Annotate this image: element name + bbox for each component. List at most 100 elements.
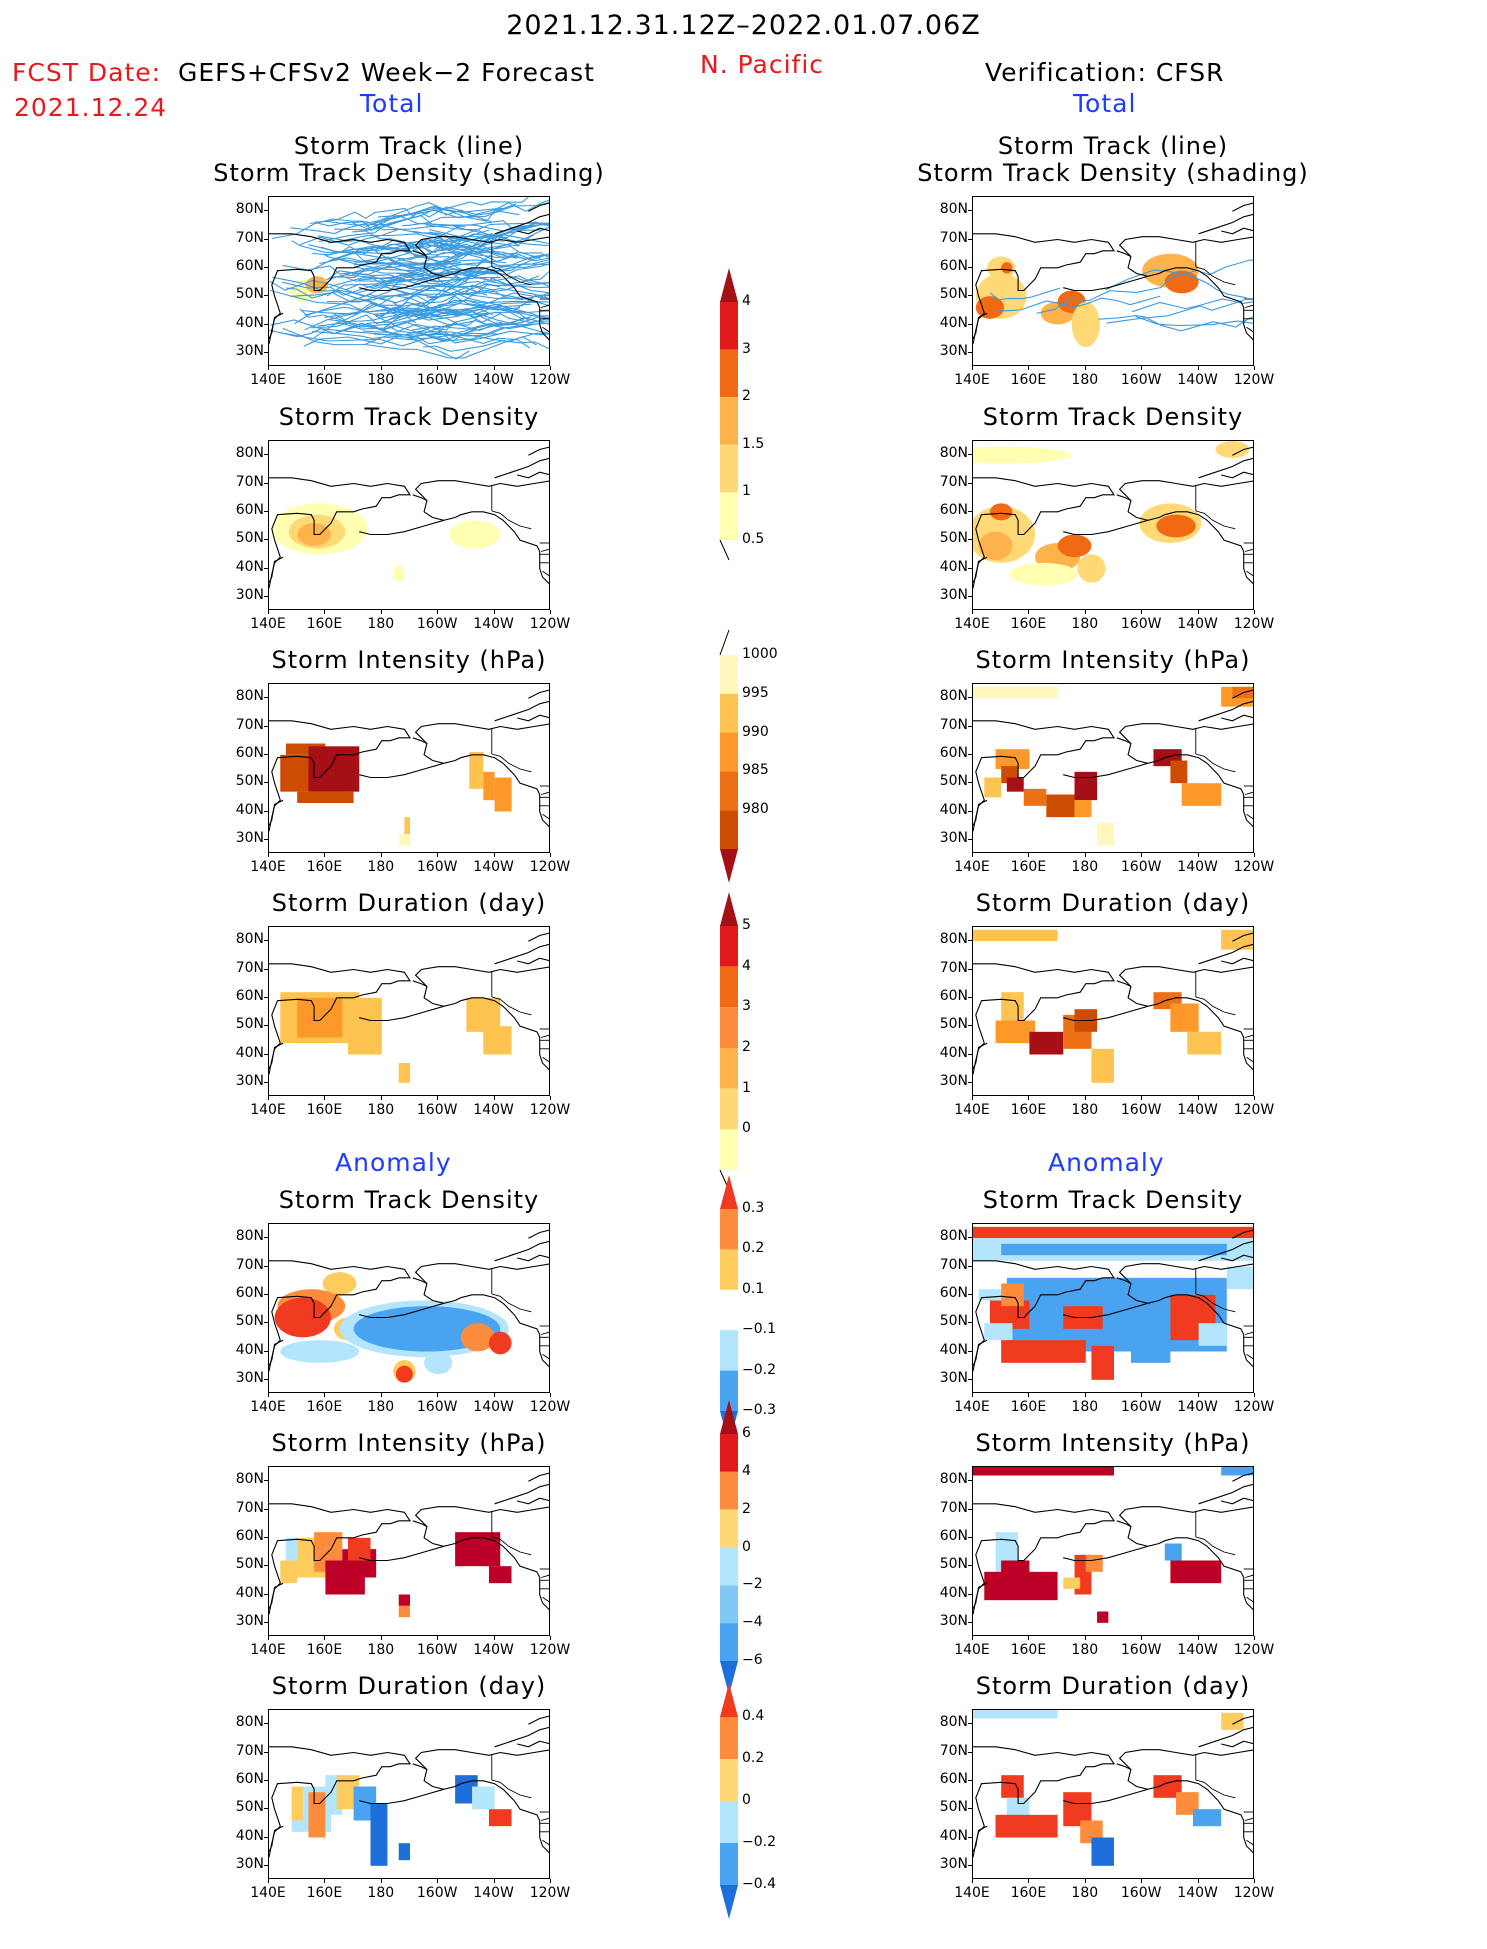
- x-tick-mark: [1141, 853, 1143, 857]
- colorbar-label: 990: [742, 723, 769, 740]
- coastline: [1232, 932, 1253, 942]
- coastline: [973, 556, 988, 583]
- y-tick-label: 80N: [939, 1228, 968, 1245]
- x-tick-label: 160W: [1120, 1885, 1162, 1901]
- y-tick-mark: [264, 539, 268, 541]
- colorbar-segment: [720, 1717, 738, 1759]
- x-tick-mark: [550, 1393, 551, 1397]
- coastline: [528, 202, 549, 212]
- x-tick-mark: [1084, 1096, 1086, 1100]
- density-blob: [1156, 514, 1196, 538]
- colorbar-segment: [720, 1209, 738, 1250]
- storm-track-line: [417, 330, 549, 339]
- fcst-model-label: GEFS+CFSv2 Week−2 Forecast: [178, 58, 595, 87]
- grid-cell-block: [973, 1226, 1253, 1239]
- storm-track-line: [391, 294, 549, 309]
- y-tick-label: 50N: [939, 1799, 968, 1816]
- total-left-label: Total: [360, 89, 424, 118]
- colorbar-segment: [720, 1370, 738, 1411]
- coastline: [1116, 1277, 1253, 1368]
- x-tick-label: 160E: [1010, 859, 1047, 875]
- y-tick-mark: [264, 782, 268, 784]
- coastline: [1116, 980, 1253, 1071]
- y-tick-mark: [968, 1350, 972, 1352]
- political-border: [1244, 1331, 1253, 1335]
- y-tick-label: 80N: [235, 1714, 264, 1731]
- political-border: [1244, 1817, 1253, 1821]
- storm-track-line: [282, 258, 507, 275]
- grid-cell-block: [1074, 771, 1098, 801]
- y-tick-mark: [264, 454, 268, 456]
- density-blob: [1009, 562, 1078, 586]
- y-tick-label: 60N: [939, 1527, 968, 1544]
- x-tick-label: 160W: [1120, 616, 1162, 632]
- political-border: [1244, 1574, 1253, 1578]
- x-tick-mark: [1084, 1636, 1086, 1640]
- coastline: [359, 1005, 444, 1022]
- grid-cell-block: [1187, 1031, 1222, 1055]
- grid-cell-block: [472, 1786, 495, 1810]
- y-tick-label: 80N: [235, 201, 264, 218]
- y-tick-mark: [968, 1237, 972, 1239]
- x-tick-mark: [1254, 853, 1255, 857]
- grid-cell-block: [1006, 777, 1024, 792]
- coastline: [1198, 457, 1253, 479]
- coastline: [269, 1582, 284, 1609]
- y-tick-label: 60N: [939, 1770, 968, 1787]
- x-tick-mark: [972, 1393, 973, 1397]
- colorbar-label: 1: [742, 1079, 751, 1096]
- colorbar-segment: [720, 1683, 738, 1717]
- y-tick-label: 50N: [235, 1799, 264, 1816]
- coastline: [1221, 1497, 1253, 1505]
- colorbar-tail: [719, 629, 730, 656]
- y-tick-label: 60N: [235, 1770, 264, 1787]
- y-tick-mark: [968, 1751, 972, 1753]
- fcst-date-value: 2021.12.24: [14, 93, 168, 122]
- coastline: [973, 1042, 988, 1069]
- colorbar-segment: [720, 1129, 738, 1170]
- density-blob: [1077, 554, 1106, 583]
- political-border: [1195, 996, 1236, 1016]
- y-tick-label: 30N: [235, 1855, 264, 1872]
- colorbar-label: 985: [742, 762, 769, 779]
- x-tick-mark: [493, 1636, 495, 1640]
- colorbar-segment: [720, 1289, 738, 1331]
- x-tick-label: 180: [1071, 372, 1099, 388]
- x-tick-mark: [1084, 366, 1086, 370]
- colorbar-segment: [720, 1471, 738, 1510]
- coastline: [359, 1302, 444, 1319]
- x-tick-label: 140E: [250, 1399, 286, 1415]
- political-border: [491, 1293, 532, 1313]
- y-tick-mark: [968, 295, 972, 297]
- x-tick-label: 140E: [954, 859, 990, 875]
- map-panel-track-verif: [972, 196, 1254, 366]
- density-blob: [978, 531, 1013, 560]
- coastline: [269, 799, 284, 826]
- coastline: [1118, 723, 1253, 744]
- y-tick-label: 70N: [939, 229, 968, 246]
- storm-track-line: [1135, 315, 1253, 327]
- political-border: [542, 326, 549, 333]
- colorbar-cb-anom-intensity: [720, 1400, 738, 1695]
- map-panel-intensity-fcst: [268, 683, 550, 853]
- political-border: [491, 266, 532, 286]
- storm-track-line: [408, 253, 549, 273]
- region-label: N. Pacific: [700, 50, 825, 79]
- x-tick-mark: [972, 853, 973, 857]
- colorbar-segment: [720, 1843, 738, 1885]
- storm-track-line: [326, 251, 549, 281]
- coastline: [973, 1825, 988, 1852]
- political-border: [1195, 1293, 1236, 1313]
- x-tick-label: 160W: [1120, 1399, 1162, 1415]
- political-border: [491, 753, 532, 773]
- y-tick-mark: [968, 1081, 972, 1083]
- y-tick-label: 70N: [235, 716, 264, 733]
- x-tick-mark: [324, 610, 326, 614]
- storm-track-line: [299, 228, 401, 246]
- coastline: [269, 1339, 284, 1366]
- grid-cell-block: [308, 1792, 326, 1838]
- coastline: [1232, 1715, 1253, 1725]
- political-border: [542, 813, 549, 820]
- y-tick-mark: [264, 1350, 268, 1352]
- x-tick-mark: [1254, 1636, 1255, 1640]
